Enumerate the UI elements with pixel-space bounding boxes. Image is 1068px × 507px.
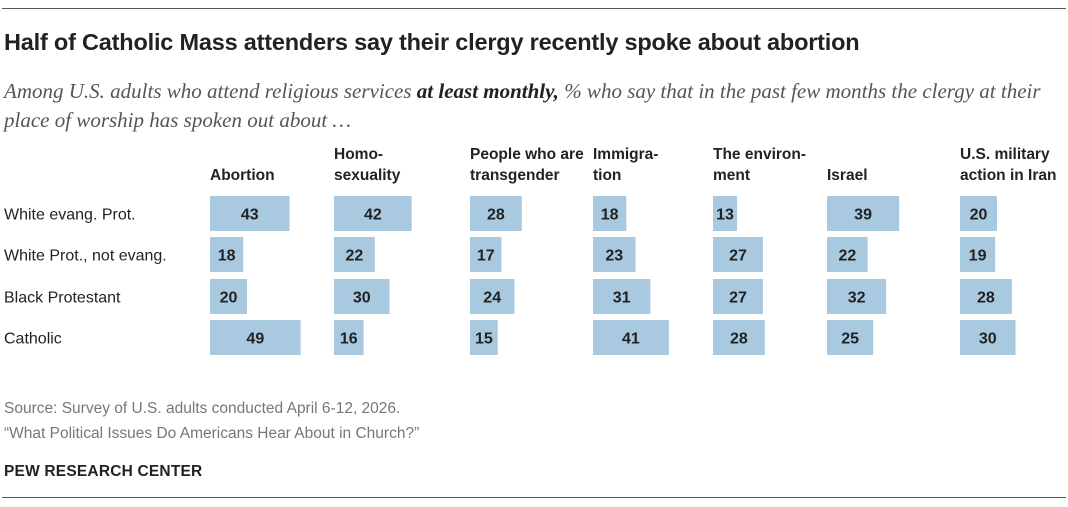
column-header-u-s-military-action-in-iran-line-2: action in Iran [960,167,1056,184]
bar-israel-black-protestant [827,279,887,314]
column-header-u-s-military-action-in-iran-line-1: U.S. military [960,146,1050,163]
bar-homosexuality-catholic [334,320,364,355]
bar-u-s-military-action-in-iran-black-protestant [960,279,1012,314]
bar-people-who-are-transgender-black-protestant [470,279,515,314]
column-header-immigration-line-1: Immigra- [593,146,658,163]
subtitle-text-start: Among U.S. adults who attend religious s… [4,79,417,103]
column-header-the-environment-line-2: ment [713,167,750,184]
data-label-abortion-black-protestant: 20 [220,290,238,307]
data-label-abortion-catholic: 49 [246,331,264,348]
data-label-israel-white-evang-prot: 39 [854,207,872,224]
data-label-homosexuality-white-evang-prot: 42 [364,207,382,224]
bar-abortion-white-evang-prot [210,196,290,231]
bar-abortion-catholic [210,320,301,355]
data-label-immigration-white-evang-prot: 18 [601,207,619,224]
data-label-u-s-military-action-in-iran-white-evang-prot: 20 [970,207,988,224]
bar-israel-catholic [827,320,874,355]
bar-homosexuality-black-protestant [334,279,390,314]
row-label-catholic: Catholic [4,331,62,348]
data-label-immigration-white-prot-not-evang: 23 [605,248,623,265]
bar-israel-white-evang-prot [827,196,900,231]
data-label-the-environment-catholic: 28 [730,331,748,348]
data-label-the-environment-black-protestant: 27 [729,290,747,307]
data-label-people-who-are-transgender-black-protestant: 24 [483,290,501,307]
report-title-note: “What Political Issues Do Americans Hear… [4,425,420,442]
organization-name: PEW RESEARCH CENTER [4,463,203,480]
bar-immigration-white-evang-prot [593,196,627,231]
bar-abortion-black-protestant [210,279,247,314]
bar-people-who-are-transgender-white-evang-prot [470,196,522,231]
source-note: Source: Survey of U.S. adults conducted … [4,400,401,417]
bar-chart: White evang. Prot. White Prot., not evang… [4,146,1056,355]
subtitle-emphasis: at least monthly, [416,79,559,103]
bar-the-environment-white-prot-not-evang [713,237,763,272]
data-label-homosexuality-black-protestant: 30 [353,290,371,307]
data-label-the-environment-white-evang-prot: 13 [716,207,734,224]
bar-israel-white-prot-not-evang [827,237,868,272]
bar-u-s-military-action-in-iran-white-prot-not-evang [960,237,996,272]
data-label-u-s-military-action-in-iran-black-protestant: 28 [977,290,995,307]
data-label-u-s-military-action-in-iran-catholic: 30 [979,331,997,348]
bar-immigration-white-prot-not-evang [593,237,636,272]
bar-people-who-are-transgender-catholic [470,320,498,355]
data-label-israel-catholic: 25 [841,331,859,348]
bar-the-environment-white-evang-prot [713,196,738,231]
bar-immigration-black-protestant [593,279,651,314]
data-label-homosexuality-catholic: 16 [340,331,358,348]
column-header-people-who-are-transgender-line-2: transgender [470,167,560,184]
data-label-abortion-white-evang-prot: 43 [241,207,259,224]
top-rule [2,8,1066,9]
bar-immigration-catholic [593,320,669,355]
data-label-people-who-are-transgender-white-prot-not-evang: 17 [477,248,495,265]
data-label-israel-black-protestant: 32 [848,290,866,307]
data-label-u-s-military-action-in-iran-white-prot-not-evang: 19 [969,248,987,265]
bar-homosexuality-white-evang-prot [334,196,412,231]
bar-people-who-are-transgender-white-prot-not-evang [470,237,502,272]
row-label-white-prot-not-evang: White Prot., not evang. [4,248,167,265]
chart-title: Half of Catholic Mass attenders say thei… [4,29,860,55]
column-header-israel-line-1: Israel [827,167,868,184]
bar-u-s-military-action-in-iran-white-evang-prot [960,196,997,231]
column-header-abortion-line-1: Abortion [210,167,275,184]
column-header-people-who-are-transgender-line-1: People who are [470,146,584,163]
column-header-homosexuality-line-2: sexuality [334,167,401,184]
data-label-abortion-white-prot-not-evang: 18 [218,248,236,265]
bar-the-environment-black-protestant [713,279,763,314]
data-label-the-environment-white-prot-not-evang: 27 [729,248,747,265]
bar-homosexuality-white-prot-not-evang [334,237,375,272]
row-label-white-evang-prot: White evang. Prot. [4,207,136,224]
data-label-homosexuality-white-prot-not-evang: 22 [345,248,363,265]
data-label-israel-white-prot-not-evang: 22 [838,248,856,265]
subtitle-text-end: % who say that in the past few months th… [4,79,1041,132]
bottom-rule [2,497,1066,498]
chart-subtitle: Among U.S. adults who attend religious s… [4,77,1064,135]
bar-abortion-white-prot-not-evang [210,237,244,272]
column-header-homosexuality-line-1: Homo- [334,146,383,163]
column-header-immigration-line-2: tion [593,167,621,184]
data-label-immigration-catholic: 41 [622,331,640,348]
column-header-the-environment-line-1: The environ- [713,146,806,163]
row-label-black-protestant: Black Protestant [4,290,121,307]
data-label-immigration-black-protestant: 31 [613,290,631,307]
data-label-people-who-are-transgender-catholic: 15 [475,331,493,348]
data-label-people-who-are-transgender-white-evang-prot: 28 [487,207,505,224]
bar-the-environment-catholic [713,320,765,355]
bar-u-s-military-action-in-iran-catholic [960,320,1016,355]
